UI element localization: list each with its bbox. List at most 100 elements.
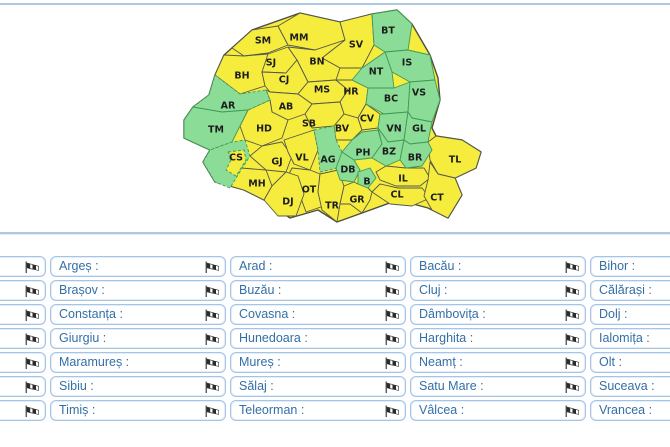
county-cell-label: Olt : (599, 355, 622, 370)
county-cell[interactable]: Mureș : (230, 352, 406, 373)
county-cell[interactable]: Olt : (590, 352, 670, 373)
county-cell[interactable]: Neamț : (410, 352, 586, 373)
county-cell-clipped[interactable] (0, 304, 46, 325)
county-BZ (371, 127, 405, 167)
county-cell[interactable]: Arad : (230, 256, 406, 277)
county-cell-label: Constanța : (59, 307, 123, 322)
county-B (357, 167, 377, 189)
county-label-GJ: GJ (271, 157, 282, 168)
windsock-icon (205, 381, 219, 393)
county-cell[interactable]: Buzău : (230, 280, 406, 301)
county-cell[interactable]: Satu Mare : (410, 376, 586, 397)
county-cell-label: Brașov : (59, 283, 105, 298)
county-cell[interactable]: Constanța : (50, 304, 226, 325)
county-cell-label: Harghita : (419, 331, 474, 346)
county-label-VN: VN (386, 124, 401, 135)
county-label-TL: TL (449, 155, 462, 166)
county-label-MS: MS (314, 85, 330, 96)
county-cell-label: Dolj : (599, 307, 628, 322)
county-TL (427, 135, 482, 179)
county-label-IS: IS (402, 58, 413, 69)
county-cell[interactable]: Giurgiu : (50, 328, 226, 349)
county-cell[interactable]: Vâlcea : (410, 400, 586, 421)
romania-warning-map: SM MM BT SV IS SJ BN NT BH CJ MS HR BC VS AR AB SB BV CV VN… (183, 9, 482, 223)
county-label-VS: VS (412, 88, 426, 99)
county-cell-clipped[interactable] (0, 376, 46, 397)
county-VL (283, 129, 319, 171)
county-label-AB: AB (279, 102, 294, 113)
county-label-CT: CT (430, 193, 444, 204)
county-label-PH: PH (356, 148, 371, 159)
windsock-icon (565, 357, 579, 369)
windsock-icon (25, 309, 39, 321)
county-cell-label: Timiș : (59, 403, 96, 418)
county-HD (239, 99, 289, 147)
county-cell-clipped[interactable] (0, 400, 46, 421)
county-cell[interactable]: Călărași : (590, 280, 670, 301)
windsock-icon (205, 333, 219, 345)
county-cell[interactable]: Cluj : (410, 280, 586, 301)
table-divider (0, 232, 670, 234)
windsock-icon (205, 309, 219, 321)
county-cell[interactable]: Dolj : (590, 304, 670, 325)
county-cell[interactable]: Maramureș : (50, 352, 226, 373)
county-label-DB: DB (340, 165, 355, 176)
county-label-BN: BN (309, 57, 324, 68)
windsock-icon (565, 261, 579, 273)
windsock-icon (25, 405, 39, 417)
county-label-HD: HD (256, 124, 272, 135)
county-label-SV: SV (349, 40, 364, 51)
county-cell-label: Argeș : (59, 259, 99, 274)
windsock-icon (385, 357, 399, 369)
county-cell-clipped[interactable] (0, 280, 46, 301)
county-label-MM: MM (290, 33, 309, 44)
county-cell[interactable]: Argeș : (50, 256, 226, 277)
county-cell-label: Arad : (239, 259, 273, 274)
county-label-BT: BT (381, 26, 395, 37)
county-cell[interactable]: Vrancea : (590, 400, 670, 421)
county-cell[interactable]: Covasna : (230, 304, 406, 325)
county-label-AR: AR (221, 101, 236, 112)
county-CT (423, 161, 463, 219)
county-cell[interactable]: Suceava : (590, 376, 670, 397)
county-cell[interactable]: Bihor : (590, 256, 670, 277)
county-cell[interactable]: Sibiu : (50, 376, 226, 397)
county-cell-label: Hunedoara : (239, 331, 308, 346)
county-cell[interactable]: Dâmbovița : (410, 304, 586, 325)
windsock-icon (565, 381, 579, 393)
county-cell-label: Buzău : (239, 283, 282, 298)
county-cell-label: Vrancea : (599, 403, 653, 418)
county-cell[interactable]: Bacău : (410, 256, 586, 277)
county-label-BV: BV (335, 124, 350, 135)
county-cell-label: Maramureș : (59, 355, 130, 370)
county-cell-label: Vâlcea : (419, 403, 465, 418)
windsock-icon (25, 285, 39, 297)
county-cell-clipped[interactable] (0, 328, 46, 349)
county-cell[interactable]: Teleorman : (230, 400, 406, 421)
county-label-HR: HR (343, 87, 359, 98)
county-cell[interactable]: Timiș : (50, 400, 226, 421)
windsock-icon (205, 357, 219, 369)
map-container: SM MM BT SV IS SJ BN NT BH CJ MS HR BC VS AR AB SB BV CV VN… (0, 5, 670, 233)
windsock-icon (205, 405, 219, 417)
county-cell-clipped[interactable] (0, 352, 46, 373)
county-cell-clipped[interactable] (0, 256, 46, 277)
county-cell[interactable]: Ialomița : (590, 328, 670, 349)
county-cell-label: Mureș : (239, 355, 281, 370)
county-cell[interactable]: Hunedoara : (230, 328, 406, 349)
county-cell[interactable]: Harghita : (410, 328, 586, 349)
county-cell-label: Sălaj : (239, 379, 274, 394)
windsock-icon (205, 261, 219, 273)
county-label-CS: CS (229, 153, 243, 164)
county-label-IL: IL (398, 174, 408, 185)
county-label-BR: BR (408, 153, 423, 164)
county-label-DJ: DJ (282, 197, 293, 208)
county-cell[interactable]: Sălaj : (230, 376, 406, 397)
county-label-BH: BH (234, 71, 249, 82)
windsock-icon (25, 261, 39, 273)
county-label-AG: AG (320, 155, 335, 166)
county-label-CV: CV (360, 114, 375, 125)
county-cell-label: Neamț : (419, 355, 463, 370)
county-cell[interactable]: Brașov : (50, 280, 226, 301)
